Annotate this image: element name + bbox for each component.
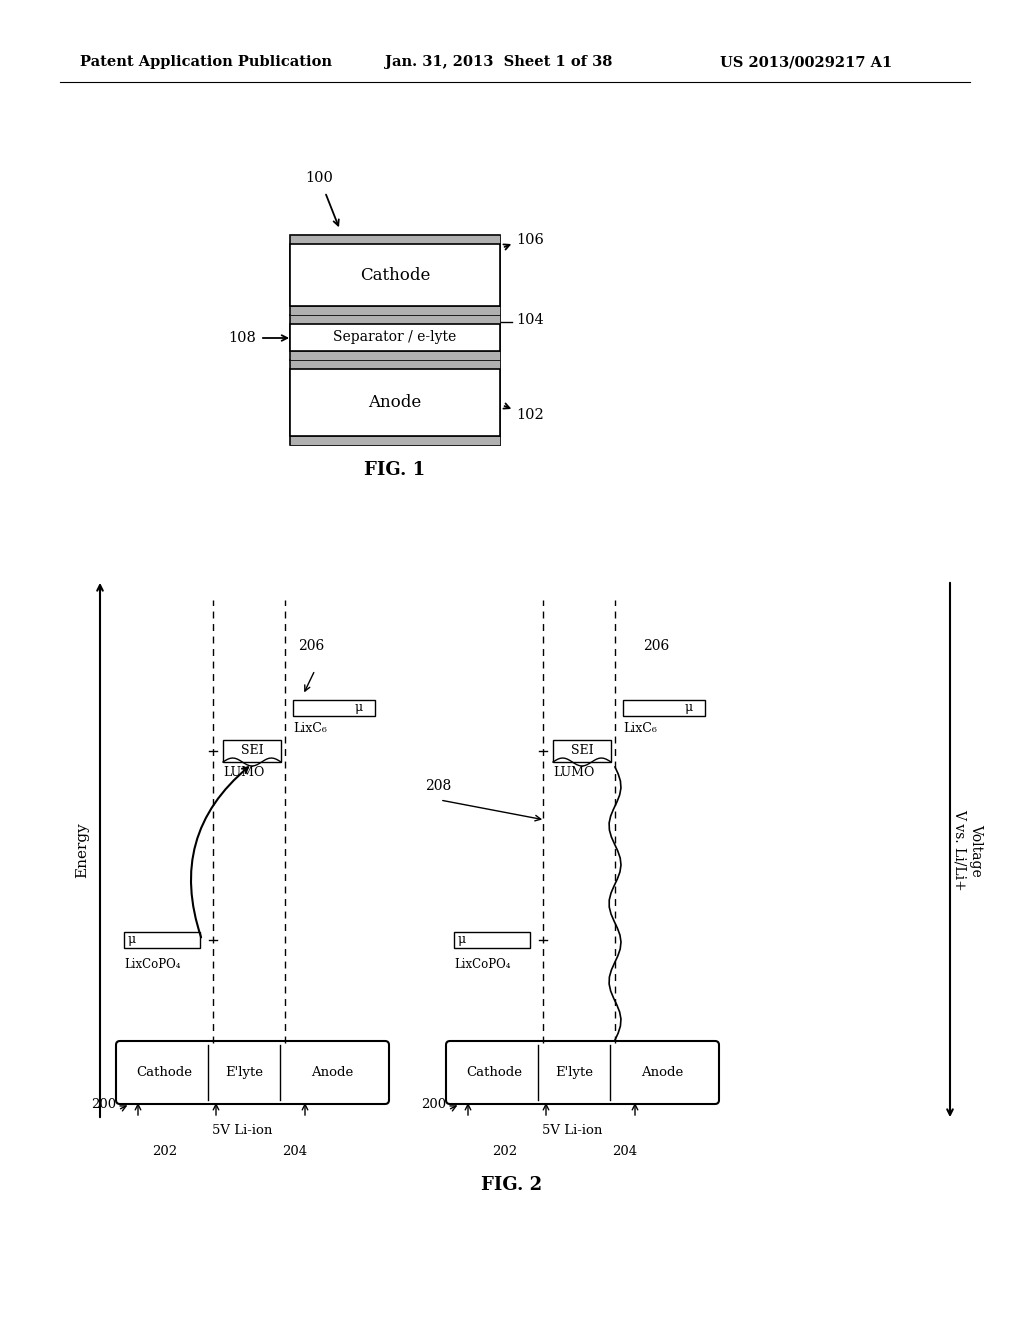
Bar <box>290 306 500 315</box>
Bar <box>290 315 500 323</box>
Text: Separator / e-lyte: Separator / e-lyte <box>334 330 457 345</box>
Bar <box>553 741 611 762</box>
Bar <box>454 932 530 948</box>
Text: Anode: Anode <box>311 1067 353 1078</box>
Text: 200: 200 <box>91 1098 116 1111</box>
Text: 202: 202 <box>152 1144 177 1158</box>
Text: 108: 108 <box>228 331 256 345</box>
Bar <box>290 370 500 436</box>
Text: Cathode: Cathode <box>359 267 430 284</box>
Text: 200: 200 <box>421 1098 446 1111</box>
Text: LUMO: LUMO <box>223 766 264 779</box>
Text: FIG. 1: FIG. 1 <box>365 461 426 479</box>
Bar <box>124 932 200 948</box>
Text: Anode: Anode <box>641 1067 684 1078</box>
Text: LixC₆: LixC₆ <box>293 722 327 735</box>
Text: Anode: Anode <box>369 393 422 411</box>
Text: LixCoPO₄: LixCoPO₄ <box>124 958 180 972</box>
Text: 106: 106 <box>516 234 544 247</box>
Text: 202: 202 <box>492 1144 517 1158</box>
Text: μ: μ <box>355 701 364 714</box>
Text: 208: 208 <box>425 779 452 793</box>
Bar <box>290 351 500 360</box>
Text: FIG. 2: FIG. 2 <box>481 1176 543 1195</box>
Bar <box>290 360 500 445</box>
FancyBboxPatch shape <box>446 1041 719 1104</box>
Text: LixCoPO₄: LixCoPO₄ <box>454 958 511 972</box>
Bar <box>290 436 500 445</box>
Text: 204: 204 <box>612 1144 637 1158</box>
Text: 102: 102 <box>516 408 544 422</box>
Text: 104: 104 <box>516 313 544 327</box>
FancyBboxPatch shape <box>116 1041 389 1104</box>
Bar <box>223 741 281 762</box>
Text: E'lyte: E'lyte <box>555 1067 593 1078</box>
Text: 204: 204 <box>282 1144 307 1158</box>
Text: Cathode: Cathode <box>136 1067 193 1078</box>
Text: μ: μ <box>685 701 693 714</box>
Text: US 2013/0029217 A1: US 2013/0029217 A1 <box>720 55 892 69</box>
Text: Energy: Energy <box>75 822 89 878</box>
Text: Patent Application Publication: Patent Application Publication <box>80 55 332 69</box>
Text: LUMO: LUMO <box>553 766 594 779</box>
Text: E'lyte: E'lyte <box>225 1067 263 1078</box>
Text: μ: μ <box>128 933 136 946</box>
Bar <box>290 244 500 306</box>
Text: LixC₆: LixC₆ <box>623 722 656 735</box>
Bar <box>623 700 705 715</box>
Text: 100: 100 <box>305 172 333 185</box>
Text: 5V Li-ion: 5V Li-ion <box>543 1123 603 1137</box>
Text: 206: 206 <box>298 639 325 653</box>
Text: Voltage
V vs. Li/Li+: Voltage V vs. Li/Li+ <box>953 809 983 891</box>
Text: Jan. 31, 2013  Sheet 1 of 38: Jan. 31, 2013 Sheet 1 of 38 <box>385 55 612 69</box>
Text: 206: 206 <box>643 639 670 653</box>
Bar <box>290 235 500 244</box>
Bar <box>290 315 500 360</box>
Text: μ: μ <box>458 933 466 946</box>
Text: SEI: SEI <box>241 744 263 758</box>
Bar <box>290 323 500 351</box>
Bar <box>290 360 500 370</box>
Text: SEI: SEI <box>570 744 593 758</box>
Text: Cathode: Cathode <box>466 1067 522 1078</box>
Bar <box>293 700 375 715</box>
Bar <box>290 235 500 315</box>
Text: 5V Li-ion: 5V Li-ion <box>212 1123 272 1137</box>
